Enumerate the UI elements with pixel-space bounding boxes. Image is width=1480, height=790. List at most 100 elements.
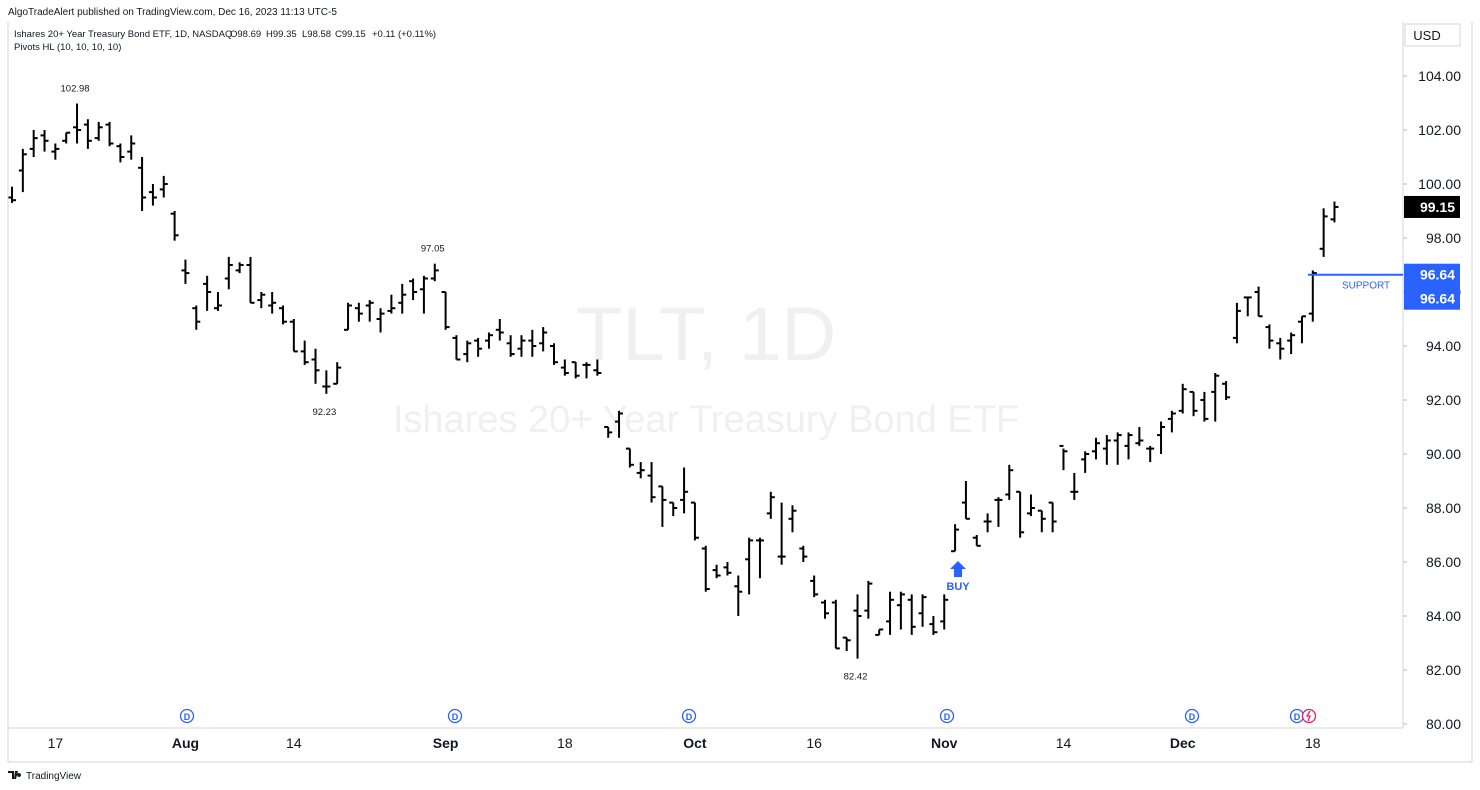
ohlc-bar bbox=[886, 591, 895, 635]
ohlc-bar bbox=[474, 337, 483, 357]
ohlc-bar bbox=[94, 121, 103, 141]
support-price-label-2: 96.64 bbox=[1420, 291, 1455, 307]
ohlc-bar bbox=[560, 359, 569, 376]
ohlc-bar bbox=[192, 305, 201, 330]
ohlc-bar bbox=[517, 335, 526, 357]
ohlc-bar bbox=[1113, 432, 1122, 465]
ohlc-bar bbox=[1146, 445, 1155, 463]
ohlc-bar bbox=[755, 537, 764, 579]
ohlc-bar bbox=[181, 259, 190, 284]
svg-text:D: D bbox=[184, 712, 191, 722]
x-tick-label: 18 bbox=[557, 735, 573, 751]
ohlc-bar bbox=[582, 362, 591, 379]
ohlc-bar bbox=[18, 148, 27, 193]
ohlc-bar bbox=[625, 447, 634, 468]
dividend-icon[interactable]: D bbox=[179, 708, 195, 724]
indicator-legend[interactable]: Pivots HL (10, 10, 10, 10) bbox=[14, 42, 121, 53]
ohlc-bar bbox=[1059, 444, 1068, 471]
ohlc-bar bbox=[1102, 435, 1111, 465]
ohlc-bar bbox=[170, 211, 179, 241]
ohlc-bar bbox=[1016, 490, 1025, 538]
y-tick-label: 98.00 bbox=[1426, 230, 1461, 246]
ohlc-bar bbox=[1200, 391, 1209, 422]
ohlc-bar bbox=[831, 599, 840, 650]
ohlc-bar bbox=[1222, 381, 1231, 400]
ohlc-change: +0.11 (+0.11%) bbox=[372, 29, 436, 40]
symbol-title[interactable]: Ishares 20+ Year Treasury Bond ETF, 1D, … bbox=[14, 29, 232, 40]
pivot-high-label: 102.98 bbox=[61, 84, 90, 95]
svg-text:D: D bbox=[944, 712, 951, 722]
dividend-icon[interactable]: D bbox=[939, 708, 955, 724]
ohlc-bar bbox=[365, 300, 374, 322]
ohlc-bar bbox=[918, 594, 927, 627]
ohlc-bar bbox=[279, 305, 287, 325]
ohlc-bar bbox=[322, 370, 331, 394]
buy-signal: BUY bbox=[946, 561, 970, 593]
published-line: AlgoTradeAlert published on TradingView.… bbox=[8, 7, 337, 18]
dividend-icon[interactable]: D bbox=[1184, 708, 1200, 724]
time-axis[interactable]: 17 Aug 14 Sep 18 Oct 16 Nov 14 Dec 18 bbox=[48, 735, 1321, 751]
y-tick-label: 80.00 bbox=[1426, 716, 1461, 732]
ohlc-bar bbox=[257, 292, 266, 309]
currency-box[interactable] bbox=[1404, 23, 1461, 47]
dividend-icon[interactable]: D bbox=[681, 708, 697, 724]
ohlc-bar bbox=[788, 505, 797, 533]
tradingview-logo-icon bbox=[8, 771, 22, 779]
ohlc-bar bbox=[907, 594, 916, 635]
y-tick-label: 88.00 bbox=[1426, 500, 1461, 516]
tradingview-logo[interactable]: TradingView bbox=[8, 771, 82, 782]
x-tick-label: Aug bbox=[172, 735, 199, 751]
ohlc-bar bbox=[875, 628, 884, 636]
split-icon[interactable] bbox=[1301, 708, 1317, 724]
ohlc-bar bbox=[961, 481, 970, 520]
x-tick-label: Dec bbox=[1170, 735, 1196, 751]
ohlc-bar bbox=[929, 616, 938, 635]
ohlc-bar bbox=[615, 410, 624, 438]
footer-brand: TradingView bbox=[26, 771, 82, 782]
watermark-name: Ishares 20+ Year Treasury Bond ETF bbox=[393, 399, 1019, 441]
ohlc-bar bbox=[51, 143, 60, 160]
ohlc-bar bbox=[1189, 390, 1198, 417]
y-tick-label: 92.00 bbox=[1426, 392, 1461, 408]
x-tick-label: Oct bbox=[683, 735, 707, 751]
ohlc-bar bbox=[495, 319, 504, 341]
ohlc-bar bbox=[62, 131, 71, 144]
ohlc-bar bbox=[387, 294, 396, 314]
ohlc-bar bbox=[864, 580, 873, 619]
x-tick-label: 17 bbox=[48, 735, 64, 751]
ohlc-bar bbox=[1243, 296, 1252, 317]
pivot-high-label: 97.05 bbox=[421, 244, 445, 255]
y-tick-label: 104.00 bbox=[1418, 68, 1461, 84]
ohlc-bar bbox=[430, 263, 439, 282]
ohlc-bar bbox=[1297, 315, 1306, 344]
ohlc-bar bbox=[289, 319, 298, 353]
price-axis[interactable]: 104.00102.00100.0098.0096.0094.0092.0090… bbox=[1403, 68, 1461, 732]
ohlc-bar bbox=[8, 186, 16, 203]
ohlc-bar bbox=[203, 275, 212, 311]
dividend-icon[interactable]: D bbox=[447, 708, 463, 724]
y-tick-label: 90.00 bbox=[1426, 446, 1461, 462]
ohlc-bar bbox=[1005, 464, 1014, 500]
support-label: SUPPORT bbox=[1342, 281, 1390, 292]
svg-text:D: D bbox=[686, 712, 693, 722]
ohlc-bar bbox=[1265, 324, 1274, 349]
ohlc-bar bbox=[1276, 337, 1285, 360]
ohlc-bar bbox=[159, 175, 168, 198]
ohlc-bar bbox=[636, 462, 645, 479]
pivot-labels: 102.98 97.05 92.23 82.42 bbox=[61, 84, 868, 683]
ohlc-bar bbox=[1124, 432, 1133, 460]
pivot-low-label: 82.42 bbox=[844, 672, 868, 683]
ohlc-bar bbox=[766, 491, 775, 519]
ohlc-bar bbox=[398, 283, 407, 314]
dividend-icon[interactable]: D bbox=[1289, 708, 1305, 724]
x-tick-label: 16 bbox=[806, 735, 822, 751]
ohlc-bar bbox=[1157, 421, 1166, 454]
ohlc-bar bbox=[344, 302, 353, 331]
ohlc-bar bbox=[571, 361, 580, 379]
buy-arrow-icon bbox=[950, 561, 966, 577]
ohlc-bar bbox=[994, 497, 1003, 527]
ohlc-bar bbox=[333, 362, 342, 385]
ohlc-bar bbox=[506, 335, 515, 357]
